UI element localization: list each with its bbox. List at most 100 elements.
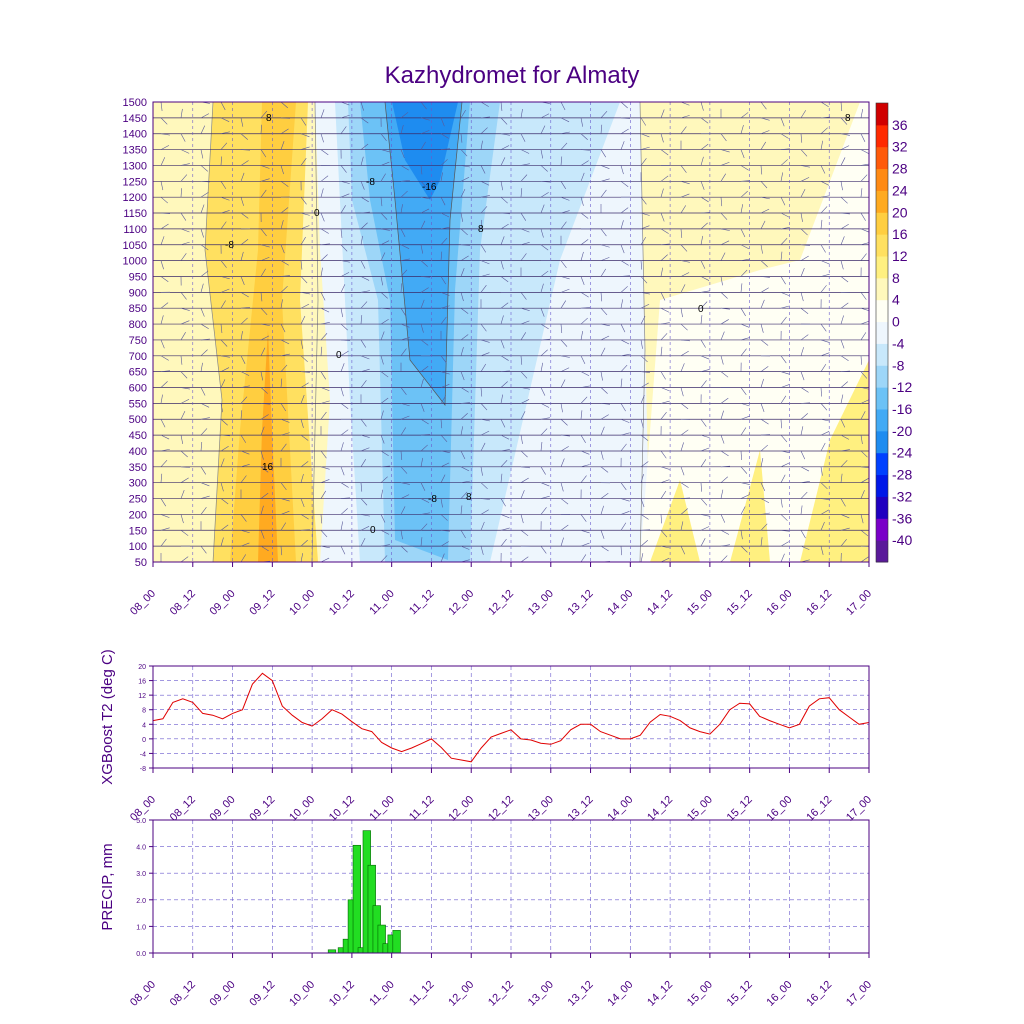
wind-barb bbox=[560, 131, 570, 135]
wind-barb bbox=[200, 362, 203, 372]
wind-barb bbox=[280, 285, 288, 293]
wind-barb bbox=[820, 521, 825, 531]
wind-barb bbox=[740, 283, 743, 293]
wind-barb bbox=[620, 378, 623, 388]
wind-barb bbox=[700, 498, 708, 506]
wind-barb bbox=[560, 446, 569, 452]
wind-barb bbox=[840, 449, 850, 452]
x-tick-label: 13_12 bbox=[566, 979, 596, 1009]
wind-barb bbox=[420, 196, 430, 200]
wind-barb bbox=[460, 133, 463, 143]
wind-barb bbox=[660, 333, 668, 341]
x-tick-label: 09_12 bbox=[247, 979, 277, 1009]
wind-barb bbox=[860, 292, 867, 300]
wind-barb bbox=[480, 482, 488, 490]
wind-barb bbox=[200, 387, 206, 396]
colorbar-segment bbox=[876, 124, 888, 148]
wind-barb bbox=[380, 240, 390, 246]
wind-barb bbox=[420, 276, 430, 278]
wind-barb bbox=[400, 190, 408, 198]
heatmap-region-hot bbox=[258, 330, 278, 562]
wind-barb bbox=[800, 387, 809, 393]
wind-barb bbox=[200, 417, 210, 420]
wind-barb bbox=[660, 109, 665, 118]
wind-barb bbox=[600, 387, 608, 394]
wind-barb bbox=[680, 466, 685, 476]
wind-barb bbox=[740, 450, 742, 460]
wind-barb bbox=[620, 511, 630, 515]
wind-barb bbox=[500, 181, 504, 191]
wind-barb bbox=[800, 189, 806, 198]
wind-barb bbox=[380, 161, 390, 166]
wind-barb bbox=[280, 128, 289, 134]
wind-barb bbox=[820, 181, 830, 186]
wind-barb bbox=[540, 428, 548, 436]
wind-barb bbox=[520, 149, 530, 154]
colorbar-label: -12 bbox=[892, 379, 912, 395]
wind-barb bbox=[660, 479, 670, 483]
wind-barb bbox=[640, 212, 650, 216]
wind-barb bbox=[321, 102, 322, 103]
wind-barb bbox=[820, 195, 830, 198]
page-title: Kazhydromet for Almaty bbox=[384, 62, 640, 89]
wind-barb bbox=[460, 530, 466, 539]
wind-barb bbox=[860, 450, 868, 458]
wind-barb bbox=[460, 228, 468, 236]
x-tick-label: 11_12 bbox=[407, 979, 437, 1009]
wind-barb bbox=[420, 365, 429, 372]
wind-barb bbox=[400, 308, 407, 316]
wind-barb bbox=[260, 149, 267, 158]
wind-barb bbox=[600, 292, 603, 302]
wind-barb bbox=[700, 222, 708, 230]
wind-barb bbox=[660, 228, 669, 234]
wind-barb bbox=[460, 255, 469, 261]
wind-barb bbox=[160, 381, 168, 388]
wind-barb bbox=[820, 546, 824, 555]
wind-barb bbox=[540, 507, 547, 515]
heatmap-y-ticks: 50 100 150 200 250 300 350 400 450 500 550 600 650 70… bbox=[123, 97, 147, 569]
wind-barb bbox=[640, 473, 644, 483]
wind-barb bbox=[480, 498, 490, 500]
wind-barb bbox=[301, 102, 302, 103]
precip-y-ticks: 0.0 1.0 2.0 3.0 4.0 5.0 bbox=[136, 818, 153, 958]
wind-barb bbox=[200, 244, 209, 251]
wind-barb bbox=[460, 387, 469, 393]
colorbar-segment bbox=[876, 146, 888, 170]
y-tick-label: 650 bbox=[129, 367, 147, 379]
wind-barb bbox=[580, 117, 584, 127]
wind-barb bbox=[760, 498, 770, 504]
heatmap-region-warm-patch bbox=[650, 480, 700, 562]
wind-barb bbox=[780, 371, 790, 375]
wind-barb bbox=[220, 482, 224, 492]
wind-barb bbox=[820, 102, 829, 108]
wind-barb bbox=[360, 368, 370, 372]
wind-barb bbox=[800, 334, 809, 341]
wind-barb bbox=[160, 514, 170, 518]
wind-barb bbox=[440, 541, 449, 547]
y-tick-label: 16 bbox=[138, 679, 146, 686]
wind-barb bbox=[340, 284, 346, 293]
wind-barb bbox=[181, 102, 182, 103]
wind-barb bbox=[300, 539, 308, 547]
wind-barb bbox=[620, 117, 630, 119]
wind-barb bbox=[440, 419, 443, 429]
colorbar-label: 4 bbox=[892, 292, 900, 308]
wind-barb bbox=[680, 497, 690, 499]
wind-barb bbox=[820, 352, 830, 357]
wind-barb bbox=[260, 292, 263, 302]
wind-barb bbox=[660, 292, 666, 301]
wind-barb bbox=[620, 522, 627, 531]
wind-barb bbox=[700, 459, 707, 467]
wind-barb bbox=[520, 212, 527, 221]
wind-barb bbox=[200, 270, 209, 277]
wind-barb bbox=[340, 114, 350, 119]
wind-barb bbox=[680, 284, 686, 293]
t2-x-ticks: 08_00 08_12 09_00 09_12 10_00 10_12 11_00 11_12… bbox=[128, 768, 874, 824]
colorbar-label: 20 bbox=[892, 204, 908, 220]
x-tick-label: 13_00 bbox=[526, 979, 556, 1009]
wind-barb bbox=[480, 127, 488, 134]
colorbar-label: 8 bbox=[892, 270, 900, 286]
wind-barb bbox=[740, 348, 747, 356]
wind-barb bbox=[300, 196, 307, 205]
wind-barb bbox=[300, 276, 308, 284]
